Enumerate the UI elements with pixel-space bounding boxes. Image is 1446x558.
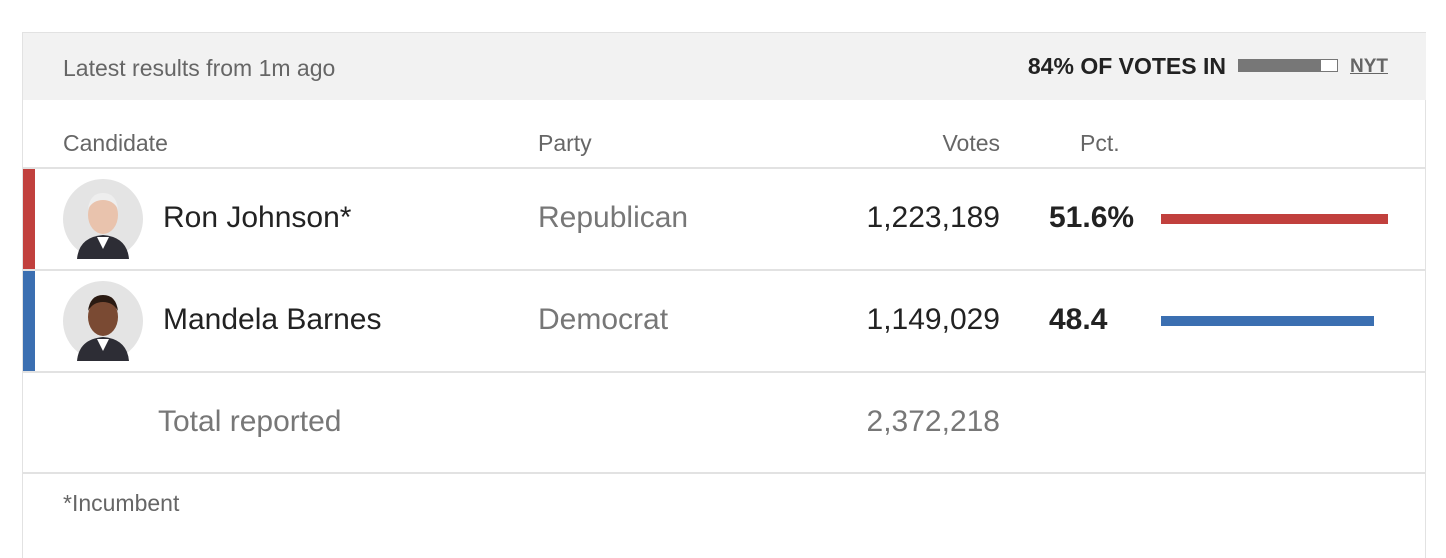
candidate-name: Ron Johnson* (163, 201, 352, 234)
percent-bar (1161, 214, 1389, 224)
header-bar (23, 33, 1426, 100)
divider (23, 167, 1426, 169)
footnote: *Incumbent (63, 490, 180, 516)
reporting-label: 84% OF VOTES IN (1027, 53, 1226, 79)
divider (23, 269, 1426, 271)
column-header: Party (538, 130, 592, 156)
candidate-photo (63, 179, 143, 259)
divider (23, 472, 1426, 474)
column-header: Votes (942, 130, 1000, 156)
votes: 1,149,029 (866, 303, 1000, 336)
votes: 1,223,189 (866, 201, 1000, 234)
percent: 48.4 (1049, 303, 1108, 336)
total-label: Total reported (158, 405, 342, 438)
candidate-name: Mandela Barnes (163, 303, 382, 336)
party: Democrat (538, 303, 669, 336)
candidate-photo (63, 281, 143, 361)
divider (23, 371, 1426, 373)
percent: 51.6% (1049, 201, 1135, 234)
total-votes: 2,372,218 (866, 405, 1000, 438)
party-stripe (23, 271, 35, 372)
party: Republican (538, 201, 689, 234)
column-header: Candidate (63, 130, 168, 156)
updated-text: Latest results from 1m ago (63, 55, 336, 81)
reporting-bar (1239, 60, 1322, 71)
source-link[interactable]: NYT (1350, 56, 1388, 77)
party-stripe (23, 169, 35, 270)
reporting-track (1238, 59, 1338, 72)
percent-bar (1161, 316, 1374, 326)
column-header: Pct. (1080, 130, 1120, 156)
results-box (22, 32, 1426, 558)
